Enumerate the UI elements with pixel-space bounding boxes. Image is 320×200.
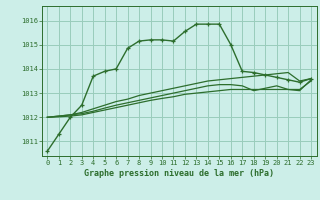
X-axis label: Graphe pression niveau de la mer (hPa): Graphe pression niveau de la mer (hPa): [84, 169, 274, 178]
